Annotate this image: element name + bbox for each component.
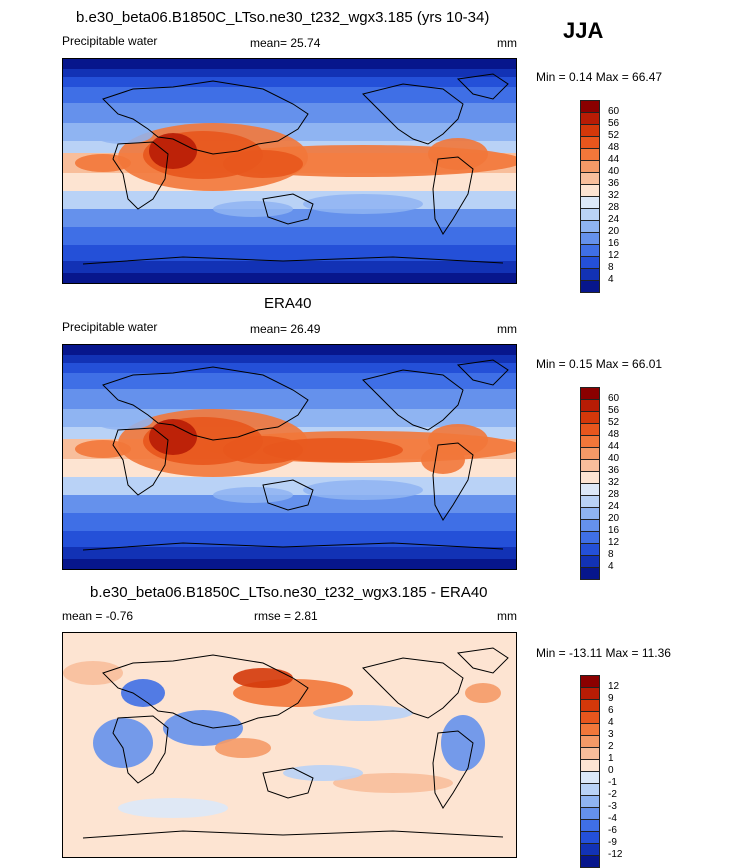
colorbar-tick-label: 56 bbox=[608, 405, 620, 416]
colorbar-tick-label: 20 bbox=[608, 226, 620, 237]
colorbar-tick-label: 32 bbox=[608, 477, 620, 488]
colorbar-tick-label: 16 bbox=[608, 525, 620, 536]
panel-2-mean: mean= 26.49 bbox=[250, 322, 321, 336]
panel-3-colorbar: 12 9 6 4 3 2 1 0 -1 -2 -3 -4 -6 -9 -12 bbox=[580, 675, 622, 868]
panel-1-variable-label: Precipitable water bbox=[62, 34, 158, 48]
season-label: JJA bbox=[563, 18, 604, 43]
colorbar-tick-label: 24 bbox=[608, 501, 620, 512]
colorbar-tick-label: 28 bbox=[608, 202, 620, 213]
colorbar-tick-label: 2 bbox=[608, 741, 614, 752]
panel-1-minmax: Min = 0.14 Max = 66.47 bbox=[536, 70, 663, 84]
panel-2-variable-label: Precipitable water bbox=[62, 320, 158, 334]
colorbar-tick-label: 3 bbox=[608, 729, 614, 740]
panel-3-map bbox=[62, 632, 517, 858]
colorbar-tick-label: 4 bbox=[608, 274, 614, 285]
colorbar-tick-label: 8 bbox=[608, 549, 614, 560]
colorbar-tick-label: -6 bbox=[608, 825, 617, 836]
colorbar-tick-label: 48 bbox=[608, 142, 620, 153]
colorbar-tick-label: 12 bbox=[608, 537, 620, 548]
panel-2-minmax: Min = 0.15 Max = 66.01 bbox=[536, 357, 663, 371]
panel-2-units: mm bbox=[497, 322, 517, 336]
panel-3-rmse: rmse = 2.81 bbox=[254, 609, 318, 623]
panel-2-map bbox=[62, 344, 517, 570]
colorbar-tick-label: 20 bbox=[608, 513, 620, 524]
colorbar-tick-label: 6 bbox=[608, 705, 614, 716]
colorbar-tick-label: -2 bbox=[608, 789, 617, 800]
contour-map bbox=[63, 59, 516, 283]
colorbar-tick-label: 52 bbox=[608, 417, 620, 428]
colorbar-tick-label: 56 bbox=[608, 118, 620, 129]
contour-map bbox=[63, 345, 516, 569]
colorbar-tick-label: 60 bbox=[608, 106, 620, 117]
colorbar-tick-label: 36 bbox=[608, 465, 620, 476]
colorbar-tick-label: 52 bbox=[608, 130, 620, 141]
colorbar-tick-label: 12 bbox=[608, 250, 620, 261]
panel-1-colorbar: 60 56 52 48 44 40 36 32 28 24 20 16 12 8 4 bbox=[580, 100, 619, 293]
panel-3-mean: mean = -0.76 bbox=[62, 609, 134, 623]
colorbar-tick-label: 44 bbox=[608, 154, 620, 165]
colorbar-tick-label: 4 bbox=[608, 717, 614, 728]
panel-2-colorbar: 60 56 52 48 44 40 36 32 28 24 20 16 12 8 4 bbox=[580, 387, 619, 580]
colorbar-tick-label: -3 bbox=[608, 801, 617, 812]
colorbar-tick-label: 16 bbox=[608, 238, 620, 249]
colorbar-tick-label: 40 bbox=[608, 166, 620, 177]
colorbar-tick-label: 28 bbox=[608, 489, 620, 500]
panel-1-title: b.e30_beta06.B1850C_LTso.ne30_t232_wgx3.… bbox=[76, 9, 490, 26]
colorbar-tick-label: 40 bbox=[608, 453, 620, 464]
colorbar-tick-label: -1 bbox=[608, 777, 617, 788]
panel-1-map bbox=[62, 58, 517, 284]
colorbar-tick-label: -12 bbox=[608, 849, 623, 860]
colorbar-tick-label: 24 bbox=[608, 214, 620, 225]
colorbar-tick-label: 0 bbox=[608, 765, 614, 776]
colorbar-tick-label: 32 bbox=[608, 190, 620, 201]
colorbar-tick-label: 12 bbox=[608, 681, 620, 692]
colorbar-tick-label: 4 bbox=[608, 561, 614, 572]
contour-map bbox=[63, 633, 516, 857]
colorbar-swatch bbox=[580, 855, 600, 868]
panel-3-units: mm bbox=[497, 609, 517, 623]
panel-2-title: ERA40 bbox=[264, 295, 312, 312]
colorbar-tick-label: 8 bbox=[608, 262, 614, 273]
panel-1-units: mm bbox=[497, 36, 517, 50]
panel-3-title: b.e30_beta06.B1850C_LTso.ne30_t232_wgx3.… bbox=[90, 584, 488, 601]
colorbar-tick-label: -9 bbox=[608, 837, 617, 848]
colorbar-tick-label: 60 bbox=[608, 393, 620, 404]
colorbar-swatch bbox=[580, 567, 600, 580]
colorbar-tick-label: 44 bbox=[608, 441, 620, 452]
colorbar-tick-label: -4 bbox=[608, 813, 617, 824]
panel-1-mean: mean= 25.74 bbox=[250, 36, 321, 50]
colorbar-tick-label: 9 bbox=[608, 693, 614, 704]
panel-3-minmax: Min = -13.11 Max = 11.36 bbox=[536, 646, 671, 660]
colorbar-tick-label: 48 bbox=[608, 429, 620, 440]
colorbar-swatch bbox=[580, 280, 600, 293]
colorbar-tick-label: 36 bbox=[608, 178, 620, 189]
colorbar-tick-label: 1 bbox=[608, 753, 614, 764]
